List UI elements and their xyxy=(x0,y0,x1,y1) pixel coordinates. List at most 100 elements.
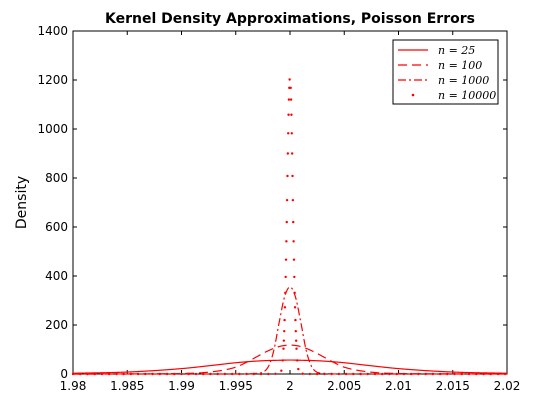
series-dot xyxy=(409,372,413,376)
series-dot xyxy=(282,339,286,342)
series-dot xyxy=(281,359,284,362)
series-dot xyxy=(259,372,263,376)
series-dot xyxy=(352,372,355,376)
series-dot xyxy=(293,275,296,279)
series-dot xyxy=(292,258,296,261)
series-dot xyxy=(291,198,295,202)
x-tick-label: 1.98 xyxy=(60,379,87,393)
series-dot xyxy=(283,306,287,309)
series-dot xyxy=(122,372,125,376)
series-dot xyxy=(395,372,398,376)
series-dot xyxy=(284,258,288,261)
series-dot xyxy=(296,359,299,362)
y-tick-label: 1200 xyxy=(37,73,68,87)
series-dot xyxy=(283,329,286,333)
x-tick-label: 1.985 xyxy=(110,379,144,393)
series-dot xyxy=(287,113,290,116)
series-dot xyxy=(373,372,377,376)
x-tick-label: 2.02 xyxy=(494,379,521,393)
series-dot xyxy=(209,372,212,376)
series-dot xyxy=(289,98,293,101)
series-dot xyxy=(100,372,104,376)
series-dot xyxy=(285,220,288,224)
series-dot xyxy=(294,329,297,333)
x-tick-label: 2.015 xyxy=(436,379,470,393)
legend-label: n = 25 xyxy=(438,44,475,57)
series-dot xyxy=(308,372,312,376)
series-dot xyxy=(388,372,391,376)
series-dot xyxy=(286,174,289,178)
series-dot xyxy=(323,372,326,376)
series-dot xyxy=(293,306,297,309)
series-dot xyxy=(286,152,290,155)
series-dot xyxy=(173,372,176,376)
series-dot xyxy=(180,372,183,376)
series-dot xyxy=(294,318,297,322)
series-dot xyxy=(280,369,283,372)
x-tick-label: 1.99 xyxy=(168,379,195,393)
series-dot xyxy=(489,372,492,376)
x-tick-label: 2.01 xyxy=(385,379,412,393)
series-layer xyxy=(71,78,507,376)
series-dot xyxy=(295,347,298,350)
series-dot xyxy=(194,372,198,376)
series-dot xyxy=(252,372,256,376)
series-dot xyxy=(402,372,406,376)
series-dot xyxy=(344,372,348,376)
series-dot xyxy=(288,78,291,81)
series-dot xyxy=(417,372,420,376)
series-dot xyxy=(93,372,96,376)
series-dot xyxy=(475,372,478,376)
series-dot xyxy=(245,372,248,376)
y-tick-label: 1400 xyxy=(37,24,68,38)
chart-title: Kernel Density Approximations, Poisson E… xyxy=(105,11,475,27)
series-dot xyxy=(202,372,205,376)
legend-label: n = 10000 xyxy=(438,89,496,102)
x-tick-label: 1.995 xyxy=(219,379,253,393)
series-n-10000 xyxy=(71,78,507,376)
series-dot xyxy=(467,372,471,376)
series-n-25 xyxy=(73,359,507,374)
legend-label: n = 100 xyxy=(438,59,482,72)
series-dot xyxy=(289,86,292,90)
series-dot xyxy=(290,152,294,155)
series-dot xyxy=(286,132,290,135)
series-dot xyxy=(297,367,300,371)
legend-entry: n = 100 xyxy=(398,59,482,72)
series-dot xyxy=(284,275,287,279)
series-dot xyxy=(294,339,298,342)
series-dot xyxy=(431,372,435,376)
y-tick-label: 800 xyxy=(45,171,68,185)
series-dot xyxy=(165,372,169,376)
series-dot xyxy=(337,372,341,376)
y-tick-label: 1000 xyxy=(37,122,68,136)
y-tick-label: 600 xyxy=(45,220,68,234)
series-dot xyxy=(287,98,291,101)
legend-swatch xyxy=(411,93,415,97)
series-dot xyxy=(274,372,277,375)
series-dot xyxy=(86,372,89,376)
series-dot xyxy=(267,372,270,376)
series-dot xyxy=(453,372,456,376)
series-dot xyxy=(359,372,362,376)
series-dot xyxy=(285,198,289,202)
x-tick-label: 2 xyxy=(286,379,294,393)
series-dot xyxy=(158,372,161,376)
series-dot xyxy=(315,372,319,376)
series-dot xyxy=(291,174,294,178)
x-tick-label: 2.005 xyxy=(327,379,361,393)
series-dot xyxy=(151,372,154,376)
series-dot xyxy=(482,372,485,376)
series-dot xyxy=(238,372,241,376)
legend-label: n = 1000 xyxy=(438,74,489,87)
series-dot xyxy=(381,372,384,376)
y-axis-label: Density xyxy=(14,176,30,229)
legend-box xyxy=(392,39,499,105)
series-dot xyxy=(290,132,294,135)
series-dot xyxy=(330,372,333,376)
series-dot xyxy=(71,372,75,376)
series-dot xyxy=(293,291,296,295)
series-dot xyxy=(438,372,442,376)
series-dot xyxy=(366,372,369,376)
